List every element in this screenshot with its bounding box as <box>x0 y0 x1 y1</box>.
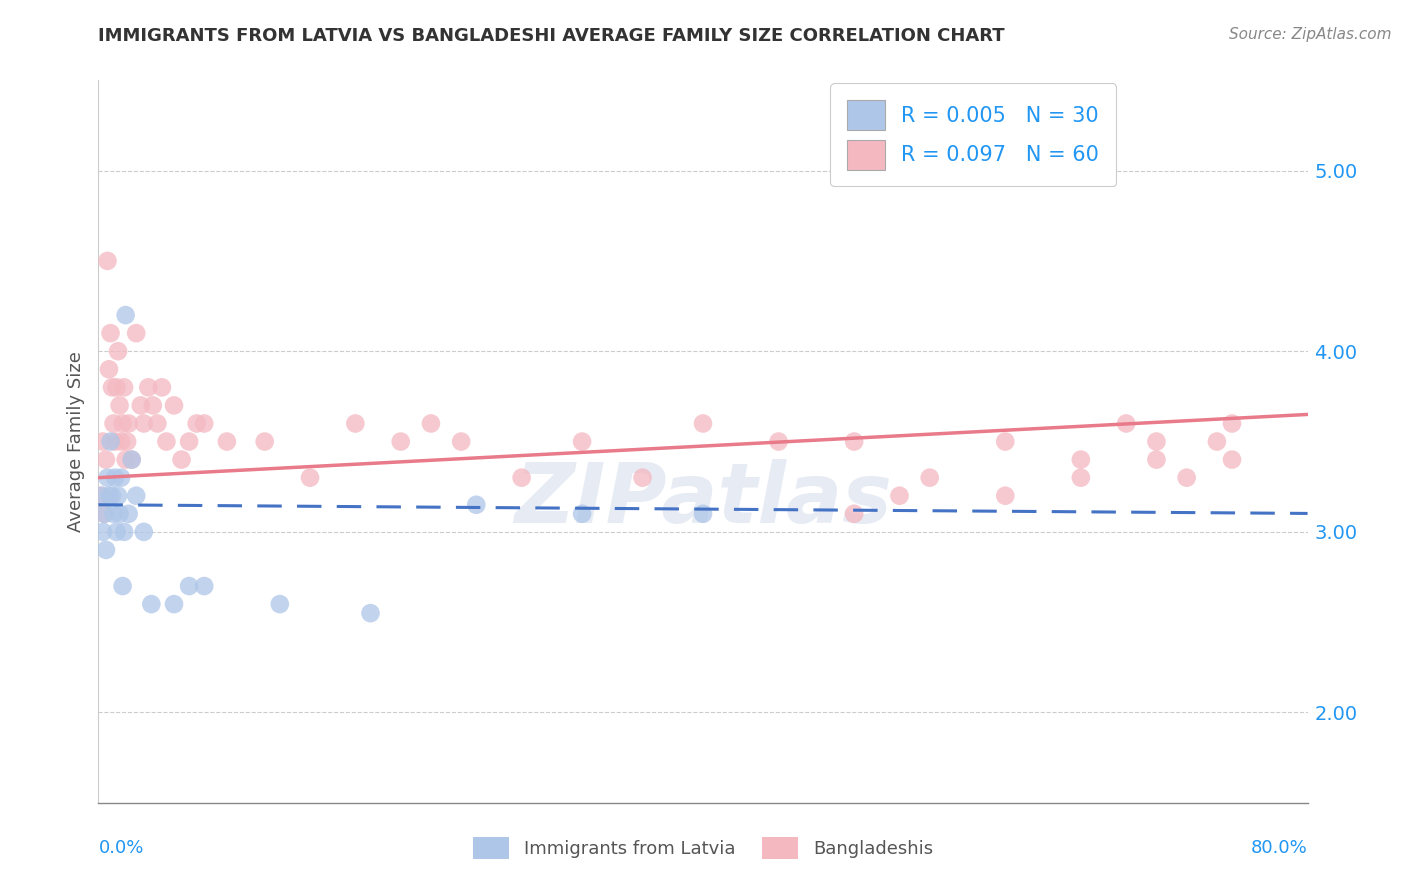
Point <box>104 471 127 485</box>
Point <box>142 398 165 412</box>
Point <box>136 380 159 394</box>
Point <box>112 524 135 539</box>
Text: Source: ZipAtlas.com: Source: ZipAtlas.com <box>1229 27 1392 42</box>
Point <box>1115 417 1137 431</box>
Point <box>146 417 169 431</box>
Point <box>96 253 118 268</box>
Point <box>132 417 155 431</box>
Point <box>692 507 714 521</box>
Point <box>100 434 122 449</box>
Point <box>465 498 488 512</box>
Point <box>1070 452 1092 467</box>
Point <box>132 524 155 539</box>
Text: 0.0%: 0.0% <box>98 838 143 857</box>
Point <box>179 434 201 449</box>
Point <box>125 489 148 503</box>
Point <box>118 417 141 431</box>
Point <box>103 507 125 521</box>
Point <box>104 434 127 449</box>
Point <box>98 489 121 503</box>
Point <box>105 380 128 394</box>
Point <box>107 489 129 503</box>
Point <box>107 344 129 359</box>
Point <box>215 434 238 449</box>
Point <box>91 434 114 449</box>
Point <box>114 308 136 322</box>
Point <box>100 326 122 341</box>
Point <box>121 452 143 467</box>
Point <box>571 507 593 521</box>
Point <box>90 489 112 503</box>
Point <box>129 398 152 412</box>
Point <box>360 606 382 620</box>
Point <box>93 507 115 521</box>
Point <box>571 434 593 449</box>
Point <box>631 471 654 485</box>
Point <box>101 489 124 503</box>
Point <box>299 471 322 485</box>
Point <box>768 434 790 449</box>
Text: IMMIGRANTS FROM LATVIA VS BANGLADESHI AVERAGE FAMILY SIZE CORRELATION CHART: IMMIGRANTS FROM LATVIA VS BANGLADESHI AV… <box>98 27 1005 45</box>
Point <box>98 362 121 376</box>
Point <box>420 417 443 431</box>
Point <box>193 579 215 593</box>
Point <box>1070 471 1092 485</box>
Point <box>90 489 112 503</box>
Point <box>91 524 114 539</box>
Point <box>118 507 141 521</box>
Point <box>918 471 941 485</box>
Legend: Immigrants from Latvia, Bangladeshis: Immigrants from Latvia, Bangladeshis <box>465 830 941 866</box>
Point <box>94 542 117 557</box>
Point <box>96 471 118 485</box>
Point <box>108 507 131 521</box>
Point <box>108 398 131 412</box>
Text: ZIPatlas: ZIPatlas <box>515 458 891 540</box>
Point <box>101 380 124 394</box>
Point <box>111 417 134 431</box>
Y-axis label: Average Family Size: Average Family Size <box>66 351 84 532</box>
Point <box>510 471 533 485</box>
Point <box>994 434 1017 449</box>
Point <box>179 579 201 593</box>
Point <box>155 434 177 449</box>
Point <box>1206 434 1229 449</box>
Point <box>150 380 173 394</box>
Point <box>692 417 714 431</box>
Point <box>121 452 143 467</box>
Point <box>114 452 136 467</box>
Point <box>1175 471 1198 485</box>
Text: 80.0%: 80.0% <box>1251 838 1308 857</box>
Point <box>186 417 208 431</box>
Point <box>115 434 138 449</box>
Point <box>163 597 186 611</box>
Point <box>1146 434 1168 449</box>
Point <box>269 597 291 611</box>
Point <box>844 434 866 449</box>
Point <box>170 452 193 467</box>
Point <box>389 434 412 449</box>
Point <box>103 417 125 431</box>
Point <box>193 417 215 431</box>
Point <box>105 524 128 539</box>
Point <box>994 489 1017 503</box>
Point <box>94 452 117 467</box>
Point <box>344 417 367 431</box>
Point <box>110 471 132 485</box>
Point <box>125 326 148 341</box>
Point <box>450 434 472 449</box>
Point <box>1146 452 1168 467</box>
Point <box>889 489 911 503</box>
Point <box>112 380 135 394</box>
Point <box>1220 417 1243 431</box>
Point <box>111 579 134 593</box>
Point <box>110 434 132 449</box>
Point <box>93 507 115 521</box>
Point <box>844 507 866 521</box>
Point <box>1220 452 1243 467</box>
Point <box>253 434 276 449</box>
Point <box>141 597 163 611</box>
Point <box>163 398 186 412</box>
